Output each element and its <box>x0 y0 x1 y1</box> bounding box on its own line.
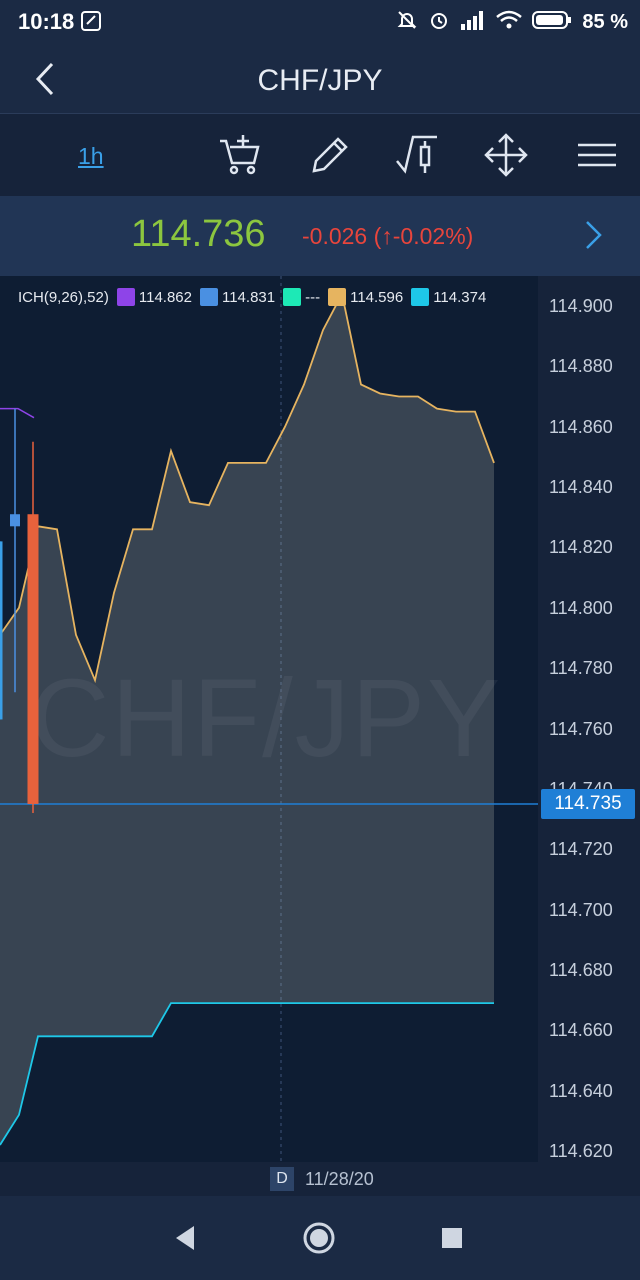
axis-tick-label: 114.780 <box>549 658 613 678</box>
legend-swatch-4 <box>328 288 347 306</box>
legend-value-3: --- <box>305 288 321 306</box>
timeframe-selector[interactable]: 1h <box>78 143 104 169</box>
app-bar: CHF/JPY <box>0 44 640 114</box>
quote-bar: 114.736 -0.026 (↑-0.02%) <box>0 196 640 276</box>
pencil-icon[interactable] <box>308 133 354 177</box>
chevron-right-icon[interactable] <box>582 218 606 252</box>
battery-icon <box>532 10 572 35</box>
page-title: CHF/JPY <box>257 64 383 97</box>
nav-home-icon[interactable] <box>301 1220 337 1256</box>
menu-icon[interactable] <box>574 133 620 177</box>
axis-tick-label: 114.800 <box>549 598 613 618</box>
chart-toolbar: 1h <box>0 115 640 195</box>
screenshot-icon <box>80 10 102 37</box>
axis-tick-label: 114.720 <box>549 839 613 859</box>
axis-tick-label: 114.660 <box>549 1020 613 1040</box>
indicator-chart-icon[interactable] <box>395 133 441 177</box>
status-time: 10:18 <box>18 9 75 34</box>
mute-icon <box>396 9 418 36</box>
legend-swatch-2 <box>199 288 218 306</box>
alarm-icon <box>428 9 450 36</box>
indicator-legend: ICH(9,26),52) 114.862 114.831 --- 114.59… <box>18 288 486 306</box>
date-period-badge[interactable]: D <box>270 1167 294 1191</box>
add-to-cart-icon[interactable] <box>218 133 264 177</box>
axis-tick-label: 114.640 <box>549 1081 613 1101</box>
move-arrows-icon[interactable] <box>483 133 529 177</box>
status-icons: 85 % <box>396 9 628 36</box>
legend-swatch-3 <box>283 288 302 306</box>
axis-tick-label: 114.620 <box>549 1141 613 1161</box>
nav-back-icon[interactable] <box>168 1220 204 1256</box>
current-price: 114.736 <box>131 213 266 255</box>
legend-swatch-5 <box>411 288 430 306</box>
status-bar: 10:18 85 % <box>0 0 640 44</box>
current-price-tag: 114.735 <box>541 789 635 819</box>
axis-tick-label: 114.900 <box>549 296 613 316</box>
legend-label: ICH(9,26),52) <box>18 288 109 306</box>
back-arrow-icon[interactable] <box>30 60 66 98</box>
legend-value-2: 114.831 <box>221 288 276 306</box>
nav-recents-icon[interactable] <box>434 1220 470 1256</box>
system-nav-bar <box>0 1196 640 1280</box>
price-axis <box>538 276 640 1162</box>
legend-value-5: 114.374 <box>433 288 487 306</box>
battery-percent: 85 % <box>582 11 628 33</box>
axis-tick-label: 114.820 <box>549 537 613 557</box>
signal-icon <box>460 10 486 35</box>
date-label: 11/28/20 <box>305 1169 374 1189</box>
axis-tick-label: 114.700 <box>549 900 613 920</box>
price-change: -0.026 (↑-0.02%) <box>302 223 474 249</box>
chart-watermark: CHF/JPY <box>30 657 503 780</box>
axis-tick-label: 114.760 <box>549 719 613 739</box>
legend-swatch-1 <box>116 288 135 306</box>
legend-value-1: 114.862 <box>138 288 192 306</box>
date-bar: D 11/28/20 <box>0 1162 640 1196</box>
axis-tick-label: 114.860 <box>549 417 613 437</box>
axis-tick-label: 114.680 <box>549 960 613 980</box>
axis-tick-label: 114.880 <box>549 356 613 376</box>
wifi-icon <box>496 10 523 35</box>
legend-value-4: 114.596 <box>350 288 404 306</box>
axis-tick-label: 114.840 <box>549 477 613 497</box>
